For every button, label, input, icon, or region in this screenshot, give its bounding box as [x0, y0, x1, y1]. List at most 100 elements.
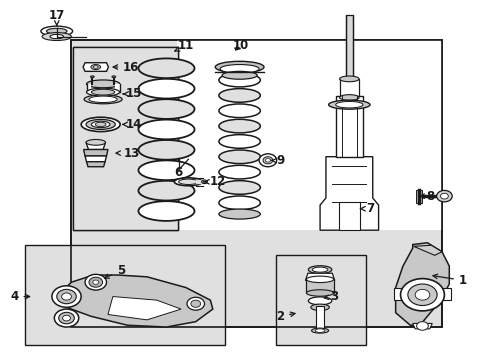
Ellipse shape: [222, 71, 257, 79]
Ellipse shape: [219, 181, 260, 194]
Ellipse shape: [91, 121, 110, 128]
Ellipse shape: [41, 26, 73, 36]
Ellipse shape: [138, 58, 194, 78]
Circle shape: [400, 279, 444, 311]
Ellipse shape: [308, 266, 331, 274]
Circle shape: [59, 312, 74, 324]
Ellipse shape: [86, 88, 120, 96]
Ellipse shape: [91, 64, 101, 69]
Bar: [71, 40, 441, 327]
Ellipse shape: [138, 161, 194, 180]
Circle shape: [190, 300, 200, 307]
Circle shape: [436, 190, 451, 202]
Polygon shape: [393, 288, 401, 300]
Polygon shape: [83, 63, 108, 71]
Polygon shape: [305, 273, 334, 280]
Polygon shape: [320, 157, 378, 230]
Polygon shape: [395, 243, 448, 325]
Ellipse shape: [306, 290, 333, 296]
Ellipse shape: [215, 61, 264, 73]
Text: 2: 2: [275, 310, 294, 323]
Polygon shape: [413, 245, 441, 255]
Ellipse shape: [91, 89, 115, 95]
Ellipse shape: [311, 328, 328, 333]
Text: 1: 1: [432, 274, 466, 287]
Ellipse shape: [178, 179, 198, 184]
Bar: [276, 255, 366, 345]
Text: 15: 15: [123, 87, 142, 100]
Ellipse shape: [84, 95, 122, 104]
Bar: [73, 47, 177, 230]
Ellipse shape: [219, 165, 260, 179]
Ellipse shape: [86, 120, 115, 130]
Circle shape: [54, 309, 79, 327]
Circle shape: [93, 280, 99, 284]
Bar: [316, 306, 324, 330]
Ellipse shape: [219, 119, 260, 133]
Circle shape: [89, 277, 102, 287]
Text: 8: 8: [419, 190, 434, 203]
Ellipse shape: [89, 96, 117, 103]
Text: 3: 3: [324, 290, 338, 303]
Polygon shape: [86, 162, 105, 167]
Bar: [25, 244, 224, 345]
Circle shape: [52, 286, 81, 307]
Text: 17: 17: [48, 9, 65, 25]
Text: 14: 14: [122, 118, 142, 131]
Ellipse shape: [174, 178, 202, 186]
Text: 12: 12: [203, 175, 225, 188]
Polygon shape: [412, 323, 431, 329]
Polygon shape: [86, 84, 91, 92]
Polygon shape: [442, 288, 450, 300]
Text: 11: 11: [174, 39, 194, 52]
Ellipse shape: [95, 122, 106, 127]
Ellipse shape: [308, 297, 331, 305]
Ellipse shape: [219, 209, 260, 219]
Bar: [71, 40, 441, 327]
Ellipse shape: [219, 196, 260, 210]
Ellipse shape: [219, 135, 260, 148]
Text: 10: 10: [232, 39, 248, 52]
Ellipse shape: [86, 80, 120, 88]
Ellipse shape: [310, 304, 329, 311]
Ellipse shape: [219, 104, 260, 118]
Circle shape: [440, 193, 447, 199]
Ellipse shape: [219, 73, 260, 87]
Text: 13: 13: [116, 147, 139, 159]
Circle shape: [265, 158, 270, 162]
Bar: [335, 96, 362, 157]
Ellipse shape: [81, 117, 120, 132]
Text: 7: 7: [360, 202, 374, 215]
Ellipse shape: [315, 329, 325, 332]
Circle shape: [61, 293, 71, 300]
Circle shape: [414, 289, 429, 300]
Ellipse shape: [201, 180, 207, 184]
Polygon shape: [85, 156, 106, 162]
Bar: [345, 15, 352, 80]
Circle shape: [416, 321, 427, 330]
Ellipse shape: [42, 33, 71, 41]
Ellipse shape: [50, 35, 63, 39]
Text: 6: 6: [174, 166, 183, 179]
Polygon shape: [86, 142, 105, 149]
Circle shape: [263, 157, 272, 164]
Polygon shape: [83, 149, 108, 156]
Ellipse shape: [219, 150, 260, 163]
Ellipse shape: [93, 66, 98, 68]
Bar: [415, 190, 421, 203]
Circle shape: [57, 289, 76, 304]
Bar: [73, 47, 177, 230]
Ellipse shape: [219, 89, 260, 102]
Ellipse shape: [138, 79, 194, 99]
Circle shape: [62, 315, 70, 321]
Ellipse shape: [312, 267, 327, 272]
Ellipse shape: [339, 95, 358, 100]
Ellipse shape: [138, 99, 194, 119]
Ellipse shape: [328, 100, 369, 109]
Ellipse shape: [90, 76, 94, 78]
Ellipse shape: [335, 102, 362, 108]
Ellipse shape: [86, 139, 105, 145]
Ellipse shape: [138, 140, 194, 160]
Ellipse shape: [112, 76, 116, 78]
Bar: [338, 202, 359, 230]
